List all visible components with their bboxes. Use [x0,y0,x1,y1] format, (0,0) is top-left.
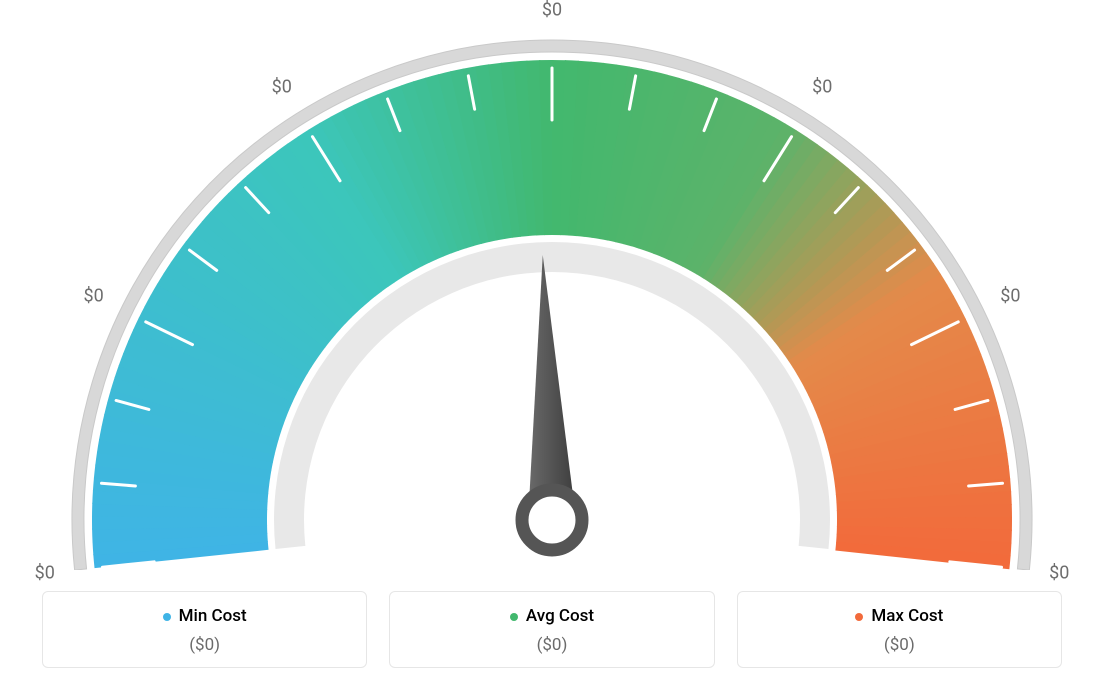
legend-card-min: Min Cost ($0) [42,591,367,669]
legend-value-max: ($0) [748,635,1051,655]
gauge-tick-label: $0 [812,77,832,98]
gauge-tick-label: $0 [1000,286,1020,307]
legend-value-min: ($0) [53,635,356,655]
gauge-tick-label: $0 [35,563,55,584]
legend-label-min: Min Cost [179,608,247,625]
legend-dot-max [855,613,863,621]
legend-card-avg: Avg Cost ($0) [389,591,714,669]
gauge-tick-label: $0 [1049,563,1069,584]
gauge-tick-label: $0 [272,77,292,98]
legend-value-avg: ($0) [400,635,703,655]
gauge-svg [0,0,1104,570]
legend-dot-min [163,613,171,621]
gauge-tick-label: $0 [83,286,103,307]
legend-card-max: Max Cost ($0) [737,591,1062,669]
gauge-area: $0$0$0$0$0$0$0 [0,0,1104,570]
legend-row: Min Cost ($0) Avg Cost ($0) Max Cost ($0… [42,591,1062,669]
legend-dot-avg [510,613,518,621]
legend-label-avg: Avg Cost [526,608,594,625]
gauge-hub [522,490,582,550]
cost-gauge-chart: $0 $0 $0 $0 $0 $0 $0 Min Cost ($0) Avg Cost ($… [0,0,1104,690]
gauge-tick-label: $0 [542,0,562,21]
legend-label-max: Max Cost [871,608,943,625]
